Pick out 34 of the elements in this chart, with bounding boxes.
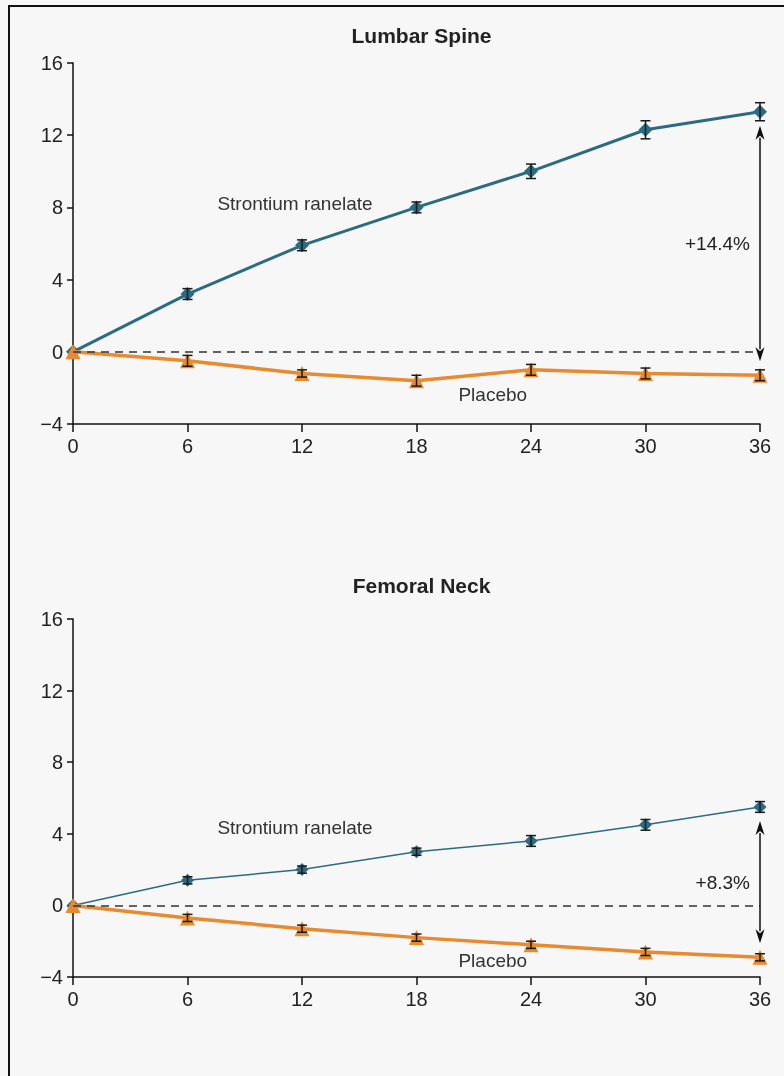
y-tick-label: 8 <box>51 196 63 219</box>
x-tick-label: 0 <box>67 435 79 457</box>
x-tick-label: 0 <box>67 988 79 1010</box>
annotation: +8.3% <box>695 871 751 893</box>
annotation: +14.4% <box>685 233 751 254</box>
y-tick-label: 12 <box>40 124 63 147</box>
y-tick-label: 12 <box>40 679 63 702</box>
x-tick-label: 36 <box>748 988 772 1010</box>
y-tick-label: −4 <box>40 413 63 435</box>
x-tick-label: 12 <box>290 988 314 1010</box>
x-tick-label: 30 <box>634 435 657 457</box>
x-tick-label: 18 <box>405 435 428 457</box>
x-tick-label: 12 <box>290 435 314 457</box>
chart-title: Femoral Neck <box>352 574 491 597</box>
series-label: Strontium ranelate <box>217 817 373 839</box>
x-tick-label: 6 <box>181 988 194 1010</box>
y-tick-label: 0 <box>51 340 63 363</box>
x-tick-label: 36 <box>748 435 772 457</box>
series-label: Placebo <box>458 949 528 971</box>
y-tick-label: 8 <box>51 751 63 774</box>
y-tick-label: 16 <box>40 52 63 74</box>
chart-title: Lumbar Spine <box>351 24 492 47</box>
x-tick-label: 24 <box>519 435 543 457</box>
y-tick-label: 16 <box>40 608 63 630</box>
y-tick-label: 4 <box>51 268 63 291</box>
x-tick-label: 6 <box>181 435 194 457</box>
x-tick-label: 30 <box>634 988 657 1010</box>
x-tick-label: 18 <box>405 988 428 1010</box>
y-tick-label: 4 <box>51 822 63 845</box>
x-tick-label: 24 <box>519 988 543 1010</box>
y-tick-label: −4 <box>40 966 63 988</box>
y-tick-label: 0 <box>51 894 63 917</box>
series-label: Strontium ranelate <box>217 192 373 214</box>
series-label: Placebo <box>458 383 528 405</box>
